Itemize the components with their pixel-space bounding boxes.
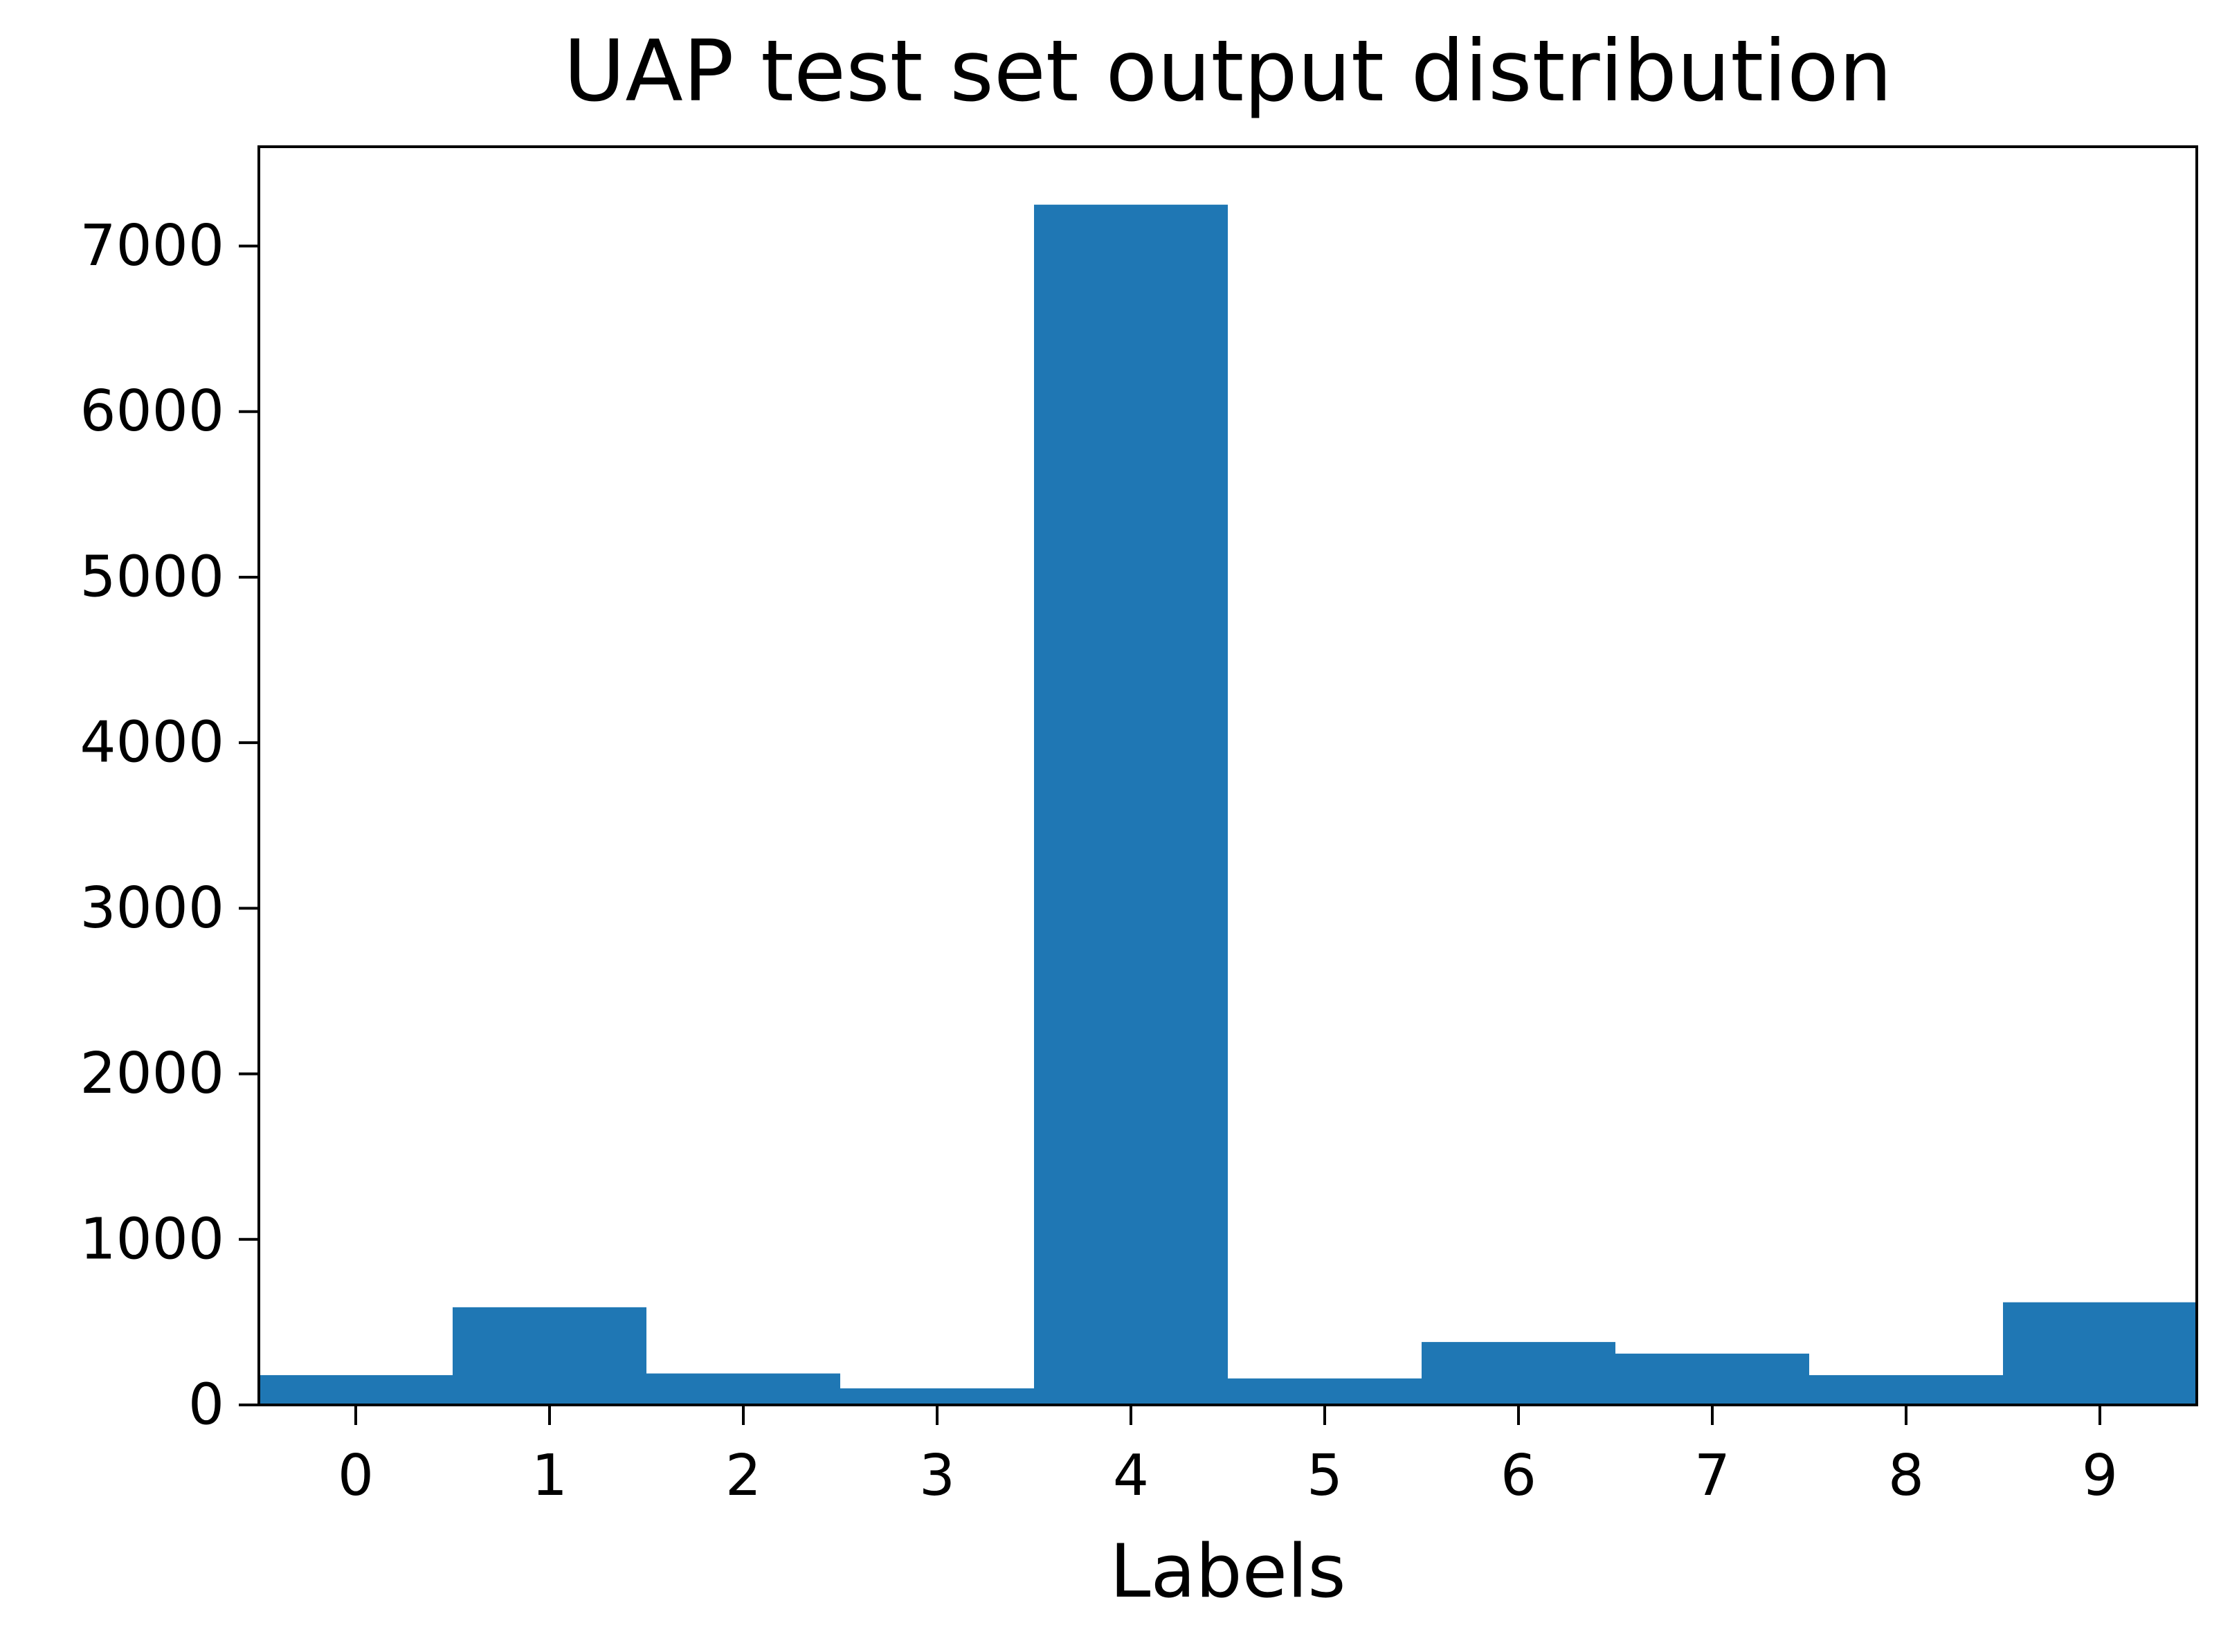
x-tick-label: 4 (1113, 1443, 1149, 1509)
x-axis-label: Labels (1109, 1529, 1345, 1614)
bar-5 (1228, 1378, 1422, 1405)
x-tick-label: 1 (532, 1443, 568, 1509)
y-tick-label: 3000 (80, 875, 224, 941)
y-tick-label: 7000 (80, 213, 224, 279)
bar-7 (1615, 1353, 1809, 1405)
x-tick-label: 0 (338, 1443, 374, 1509)
x-tick-label: 6 (1501, 1443, 1536, 1509)
bar-3 (840, 1388, 1034, 1405)
chart-title: UAP test set output distribution (563, 22, 1892, 120)
x-tick-label: 8 (1888, 1443, 1924, 1509)
x-axis: 0 1 2 3 4 5 6 7 8 9 (338, 1405, 2118, 1509)
x-tick-label: 3 (919, 1443, 955, 1509)
x-tick-label: 7 (1694, 1443, 1730, 1509)
bar-1 (453, 1307, 646, 1405)
bar-6 (1422, 1342, 1615, 1405)
y-tick-label: 2000 (80, 1041, 224, 1107)
bar-8 (1809, 1374, 2003, 1405)
y-tick-label: 0 (188, 1372, 224, 1438)
x-tick-label: 5 (1307, 1443, 1343, 1509)
bars-group (259, 204, 2197, 1406)
bar-0 (259, 1374, 453, 1405)
y-tick-label: 1000 (80, 1206, 224, 1272)
bar-4 (1034, 204, 1228, 1406)
y-tick-label: 4000 (80, 710, 224, 776)
y-axis: 0 1000 2000 3000 4000 5000 6000 7000 (80, 213, 259, 1438)
y-tick-label: 6000 (80, 379, 224, 444)
x-tick-label: 2 (725, 1443, 761, 1509)
plot-frame (257, 145, 2198, 1406)
y-tick-label: 5000 (80, 544, 224, 610)
bar-2 (646, 1373, 840, 1405)
bar-9 (2003, 1302, 2197, 1405)
x-tick-label: 9 (2082, 1443, 2118, 1509)
